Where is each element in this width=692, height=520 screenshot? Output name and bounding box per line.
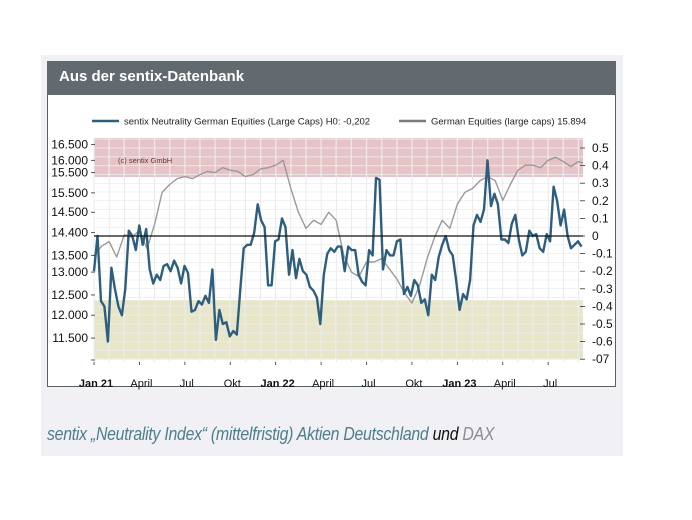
x-axis-tick-label: April [494,378,516,390]
chart-header: Aus der sentix-Datenbank [47,61,616,95]
x-axis-tick-label: Jan 21 [79,378,113,390]
x-axis-tick-label: April [312,378,334,390]
right-axis-tick-label: -0.6 [592,335,613,349]
right-axis-tick-label: 0 [592,229,599,243]
legend-label-dax: German Equities (large caps) 15.894 [431,117,586,128]
left-axis-tick-label: 15.500 [51,186,88,200]
right-axis-tick-label: -0.3 [592,282,613,296]
right-axis-tick-label: 0.2 [592,194,609,208]
neutrality-series-line [92,159,583,343]
right-axis-tick-label: -0.1 [592,247,613,261]
caption-main: sentix „Neutrality Index“ (mittelfristig… [47,424,433,444]
dax-series-line [93,156,584,304]
left-axis-tick-label: 14.500 [51,205,88,219]
left-axis-tick-label: 13.000 [51,265,88,279]
x-axis-tick-label: Jul [361,378,375,390]
right-axis-tick-label: -07 [592,352,610,366]
left-axis-tick-label: 14.400 [51,225,88,239]
right-axis-tick-label: 0.1 [592,211,609,225]
right-axis-tick-label: 0.5 [592,141,609,155]
left-axis-tick-label: 16.000 [51,153,88,167]
x-axis-tick-label: Jul [180,378,194,390]
left-axis-tick-label: 12.000 [51,308,88,322]
right-axis-tick-label: -0.5 [592,317,613,331]
x-axis-tick-label: Jan 22 [261,378,295,390]
left-axis-tick-label: 15.500 [51,166,88,180]
overheated-zone [94,138,583,178]
left-axis-tick-label: 13.500 [51,248,88,262]
legend-label-neutrality: sentix Neutrality German Equities (Large… [124,117,370,128]
header-title: Aus der sentix-Datenbank [59,68,245,85]
left-axis-tick-label: 12.500 [51,288,88,302]
copyright-annotation: (c) sentix GmbH [118,156,172,165]
x-axis-tick-label: Okt [405,378,422,390]
x-axis-tick-label: Okt [224,378,241,390]
left-axis-tick-label: 11.500 [52,331,88,345]
chart-caption: sentix „Neutrality Index“ (mittelfristig… [47,424,494,445]
right-axis-tick-label: 0.4 [592,159,609,173]
caption-und: und [432,424,459,444]
right-axis-tick-label: -0.2 [592,264,613,278]
x-axis-tick-label: Jan 23 [442,378,476,390]
x-axis-tick-label: Jul [543,378,557,390]
caption-dax: DAX [458,424,495,444]
right-axis-tick-label: 0.3 [592,176,609,190]
x-axis-tick-label: April [130,378,152,390]
right-axis-tick-label: -0.4 [592,299,613,313]
left-axis-tick-label: 16.500 [51,137,88,151]
neutral-low-zone [94,300,583,360]
